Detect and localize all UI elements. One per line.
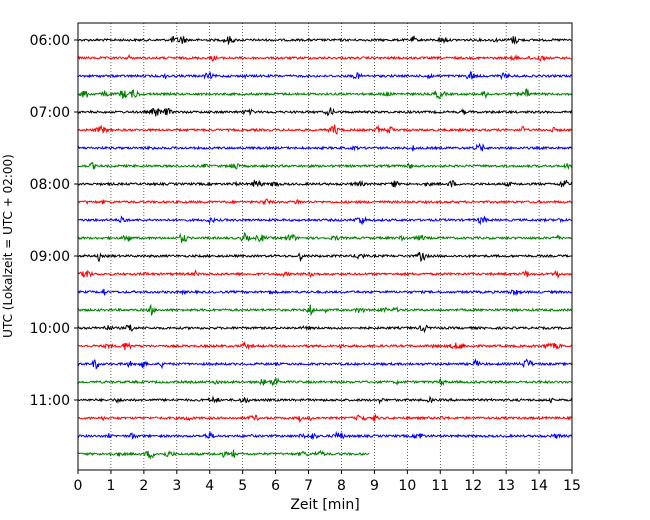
x-tick-label: 2 [139,478,148,494]
x-tick-label: 12 [464,478,482,494]
trace-1045 [77,377,573,387]
y-tick-label: 08:00 [30,177,70,193]
x-tick-label: 4 [205,478,214,494]
trace-1145 [77,449,370,461]
trace-1100 [77,395,573,405]
y-tick-label: 09:00 [30,249,70,265]
trace-1130 [77,430,573,441]
trace-0645 [77,87,573,100]
trace-0845 [77,231,573,243]
trace-1115 [77,413,573,424]
y-axis-ticks: 06:00 07:00 08:00 09:00 10:00 11:00 [30,33,78,409]
x-tick-label: 8 [337,478,346,494]
trace-1000 [77,324,573,334]
y-tick-label: 11:00 [30,393,70,409]
trace-1030 [77,358,573,370]
trace-0815 [77,198,573,206]
trace-0830 [77,215,573,226]
x-axis-title: Zeit [min] [290,497,359,513]
grid-lines [110,23,540,470]
trace-0615 [77,53,573,62]
trace-0930 [77,288,573,297]
x-tick-label: 0 [74,478,83,494]
x-tick-label: 9 [370,478,379,494]
x-tick-label: 1 [106,478,115,494]
trace-0600 [77,35,573,46]
trace-0715 [77,124,573,136]
trace-0945 [77,303,573,317]
trace-0730 [77,142,573,152]
trace-0900 [77,251,573,263]
x-tick-label: 14 [530,478,548,494]
x-tick-label: 3 [172,478,181,494]
trace-0915 [77,269,573,280]
y-tick-label: 07:00 [30,105,70,121]
trace-0700 [77,107,573,117]
x-tick-label: 15 [563,478,581,494]
x-tick-label: 7 [304,478,313,494]
y-tick-label: 06:00 [30,33,70,49]
x-tick-label: 10 [398,478,416,494]
y-tick-label: 10:00 [30,321,70,337]
trace-0745 [77,161,573,171]
x-tick-label: 6 [271,478,280,494]
x-tick-label: 11 [431,478,449,494]
x-axis-ticks: 0 1 2 3 4 5 6 7 8 9 10 11 12 13 14 15 [74,470,581,494]
trace-0800 [77,178,573,188]
x-tick-label: 5 [238,478,247,494]
y-axis-title: UTC (Lokalzeit = UTC + 02:00) [1,154,15,338]
trace-1015 [77,340,573,351]
plot-frame [77,22,573,471]
trace-0630 [77,71,573,81]
x-tick-label: 13 [497,478,515,494]
seismic-traces [77,35,573,461]
